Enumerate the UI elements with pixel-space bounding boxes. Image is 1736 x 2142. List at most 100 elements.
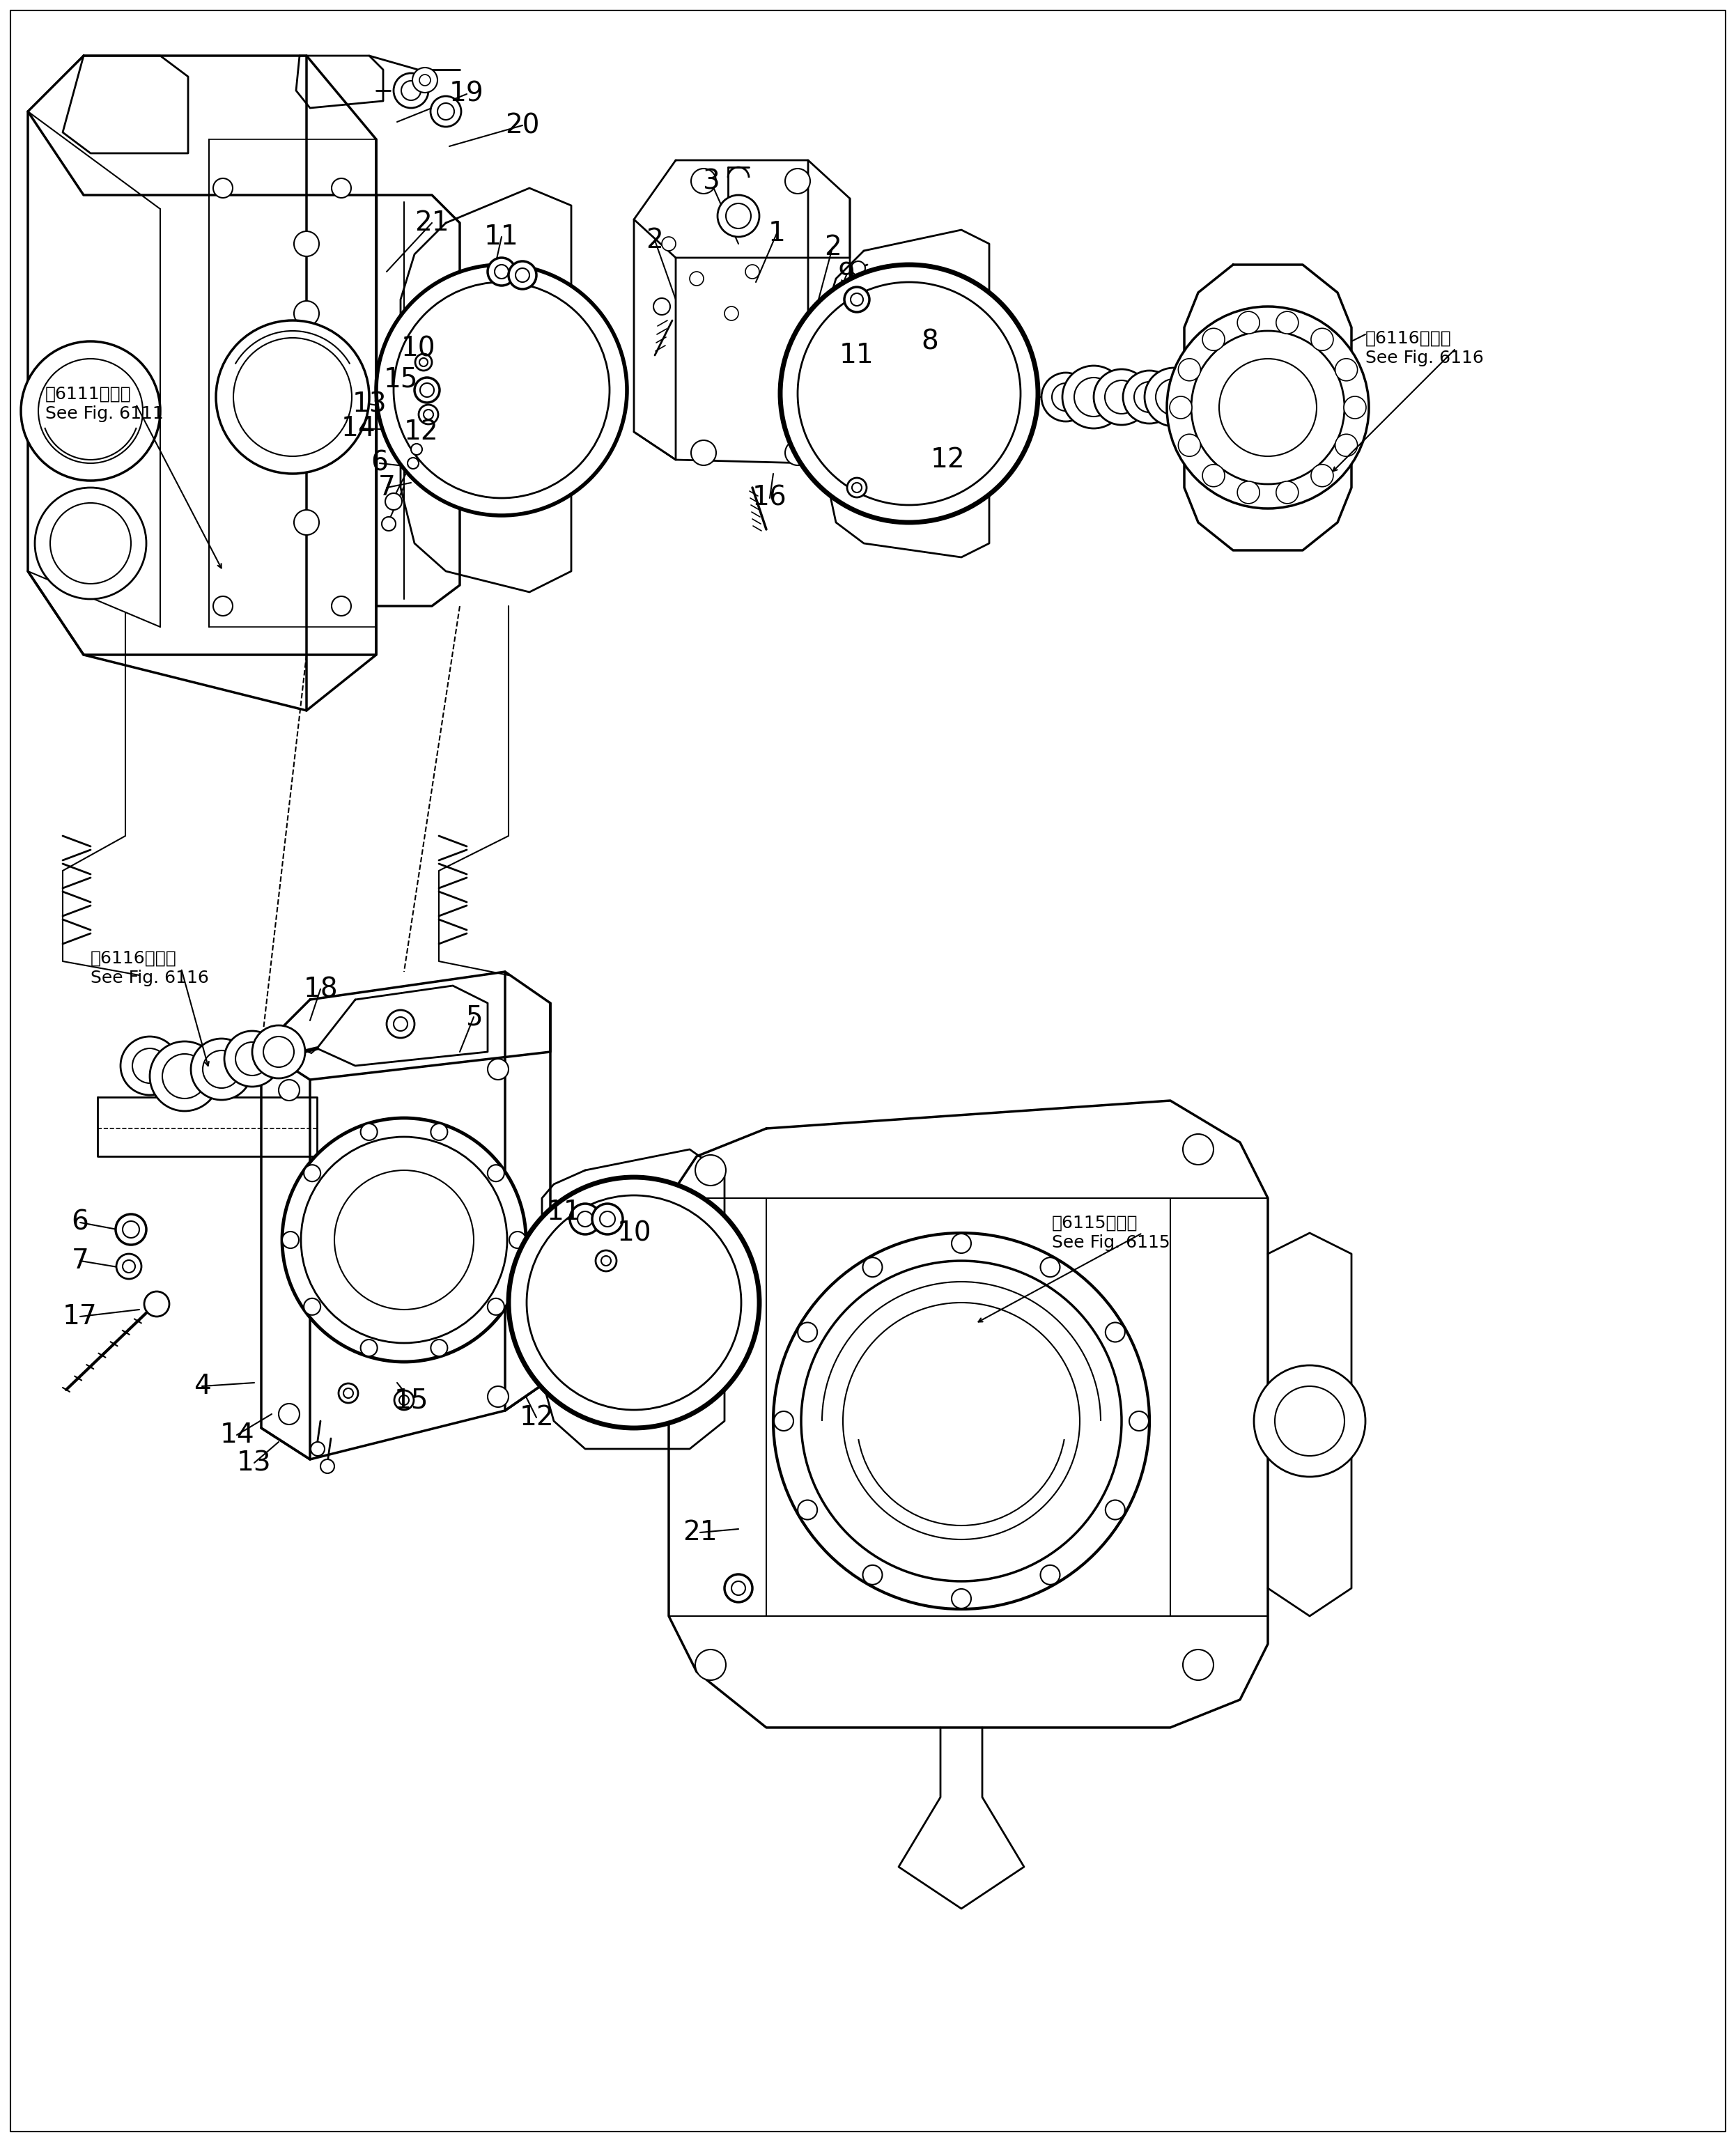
- Text: 第6116図参照
See Fig. 6116: 第6116図参照 See Fig. 6116: [1366, 330, 1484, 366]
- Circle shape: [191, 1039, 252, 1099]
- Circle shape: [394, 1390, 413, 1409]
- Text: 6: 6: [71, 1210, 89, 1236]
- Circle shape: [595, 1251, 616, 1270]
- Circle shape: [431, 1125, 448, 1140]
- Text: 10: 10: [401, 334, 436, 362]
- Circle shape: [844, 1302, 1080, 1540]
- Circle shape: [731, 1581, 745, 1596]
- Circle shape: [1123, 371, 1175, 424]
- Circle shape: [1179, 358, 1201, 381]
- Text: 3: 3: [701, 167, 719, 195]
- Circle shape: [1128, 1412, 1149, 1431]
- Text: 12: 12: [930, 446, 965, 473]
- Text: 第6116図参照
See Fig. 6116: 第6116図参照 See Fig. 6116: [90, 951, 208, 985]
- Circle shape: [123, 1259, 135, 1272]
- Text: 7: 7: [378, 473, 396, 501]
- Circle shape: [526, 1195, 741, 1409]
- Circle shape: [214, 178, 233, 197]
- Circle shape: [203, 1050, 240, 1088]
- Circle shape: [418, 405, 437, 424]
- Circle shape: [437, 103, 455, 120]
- Circle shape: [293, 231, 319, 257]
- Circle shape: [420, 383, 434, 396]
- Circle shape: [394, 1017, 408, 1030]
- Circle shape: [401, 81, 420, 101]
- Circle shape: [601, 1255, 611, 1266]
- Circle shape: [785, 169, 811, 193]
- Circle shape: [116, 1215, 146, 1245]
- Circle shape: [149, 1041, 219, 1112]
- Circle shape: [1276, 482, 1299, 503]
- Circle shape: [951, 1234, 970, 1253]
- Circle shape: [852, 482, 861, 493]
- Circle shape: [335, 1170, 474, 1309]
- Circle shape: [236, 1043, 269, 1075]
- Circle shape: [1344, 396, 1366, 418]
- Text: 7: 7: [71, 1247, 89, 1274]
- Circle shape: [424, 409, 434, 420]
- Circle shape: [1042, 373, 1090, 422]
- Circle shape: [415, 353, 432, 371]
- Circle shape: [408, 458, 418, 469]
- Circle shape: [1335, 435, 1358, 456]
- Circle shape: [1106, 1499, 1125, 1519]
- Circle shape: [304, 1298, 321, 1315]
- Text: 2: 2: [646, 227, 663, 253]
- Circle shape: [509, 1178, 759, 1429]
- Circle shape: [1182, 1133, 1213, 1165]
- Circle shape: [415, 377, 439, 403]
- Circle shape: [1170, 396, 1193, 418]
- Circle shape: [661, 238, 675, 251]
- Circle shape: [1052, 383, 1080, 411]
- Text: 第6111図参照
See Fig. 6111: 第6111図参照 See Fig. 6111: [45, 386, 163, 422]
- Circle shape: [1180, 383, 1210, 411]
- Circle shape: [863, 1566, 882, 1585]
- Circle shape: [1219, 358, 1316, 456]
- Circle shape: [726, 203, 752, 229]
- Circle shape: [488, 1298, 503, 1315]
- Circle shape: [717, 195, 759, 238]
- Circle shape: [332, 595, 351, 615]
- Circle shape: [279, 1080, 300, 1101]
- Circle shape: [293, 371, 319, 396]
- Circle shape: [1040, 1566, 1061, 1585]
- Circle shape: [1274, 1386, 1344, 1457]
- Text: 15: 15: [384, 366, 418, 392]
- Circle shape: [382, 516, 396, 531]
- Text: 18: 18: [304, 977, 339, 1002]
- Circle shape: [387, 1011, 415, 1039]
- Circle shape: [214, 595, 233, 615]
- Circle shape: [283, 1118, 526, 1362]
- Circle shape: [495, 266, 509, 278]
- Circle shape: [825, 308, 833, 319]
- Text: 2: 2: [825, 233, 842, 261]
- Circle shape: [516, 268, 529, 283]
- Circle shape: [1203, 465, 1224, 486]
- Circle shape: [361, 1125, 377, 1140]
- Circle shape: [394, 73, 429, 107]
- Circle shape: [1075, 377, 1113, 416]
- Circle shape: [1104, 381, 1139, 413]
- Circle shape: [1040, 1257, 1061, 1277]
- Text: 4: 4: [193, 1373, 210, 1399]
- Text: 11: 11: [840, 343, 875, 368]
- Circle shape: [851, 261, 865, 274]
- Text: 16: 16: [752, 484, 786, 512]
- Circle shape: [394, 283, 609, 499]
- Circle shape: [689, 272, 703, 285]
- Circle shape: [653, 298, 670, 315]
- Text: 12: 12: [519, 1405, 554, 1431]
- Circle shape: [293, 441, 319, 465]
- Circle shape: [694, 1155, 726, 1185]
- Circle shape: [1167, 306, 1370, 508]
- Circle shape: [1311, 328, 1333, 351]
- Circle shape: [293, 510, 319, 536]
- Text: 11: 11: [484, 223, 519, 251]
- Circle shape: [293, 300, 319, 326]
- Circle shape: [774, 1412, 793, 1431]
- Text: 5: 5: [465, 1005, 483, 1030]
- Circle shape: [377, 266, 627, 516]
- Circle shape: [339, 1384, 358, 1403]
- Circle shape: [1094, 368, 1149, 424]
- Circle shape: [488, 1165, 503, 1182]
